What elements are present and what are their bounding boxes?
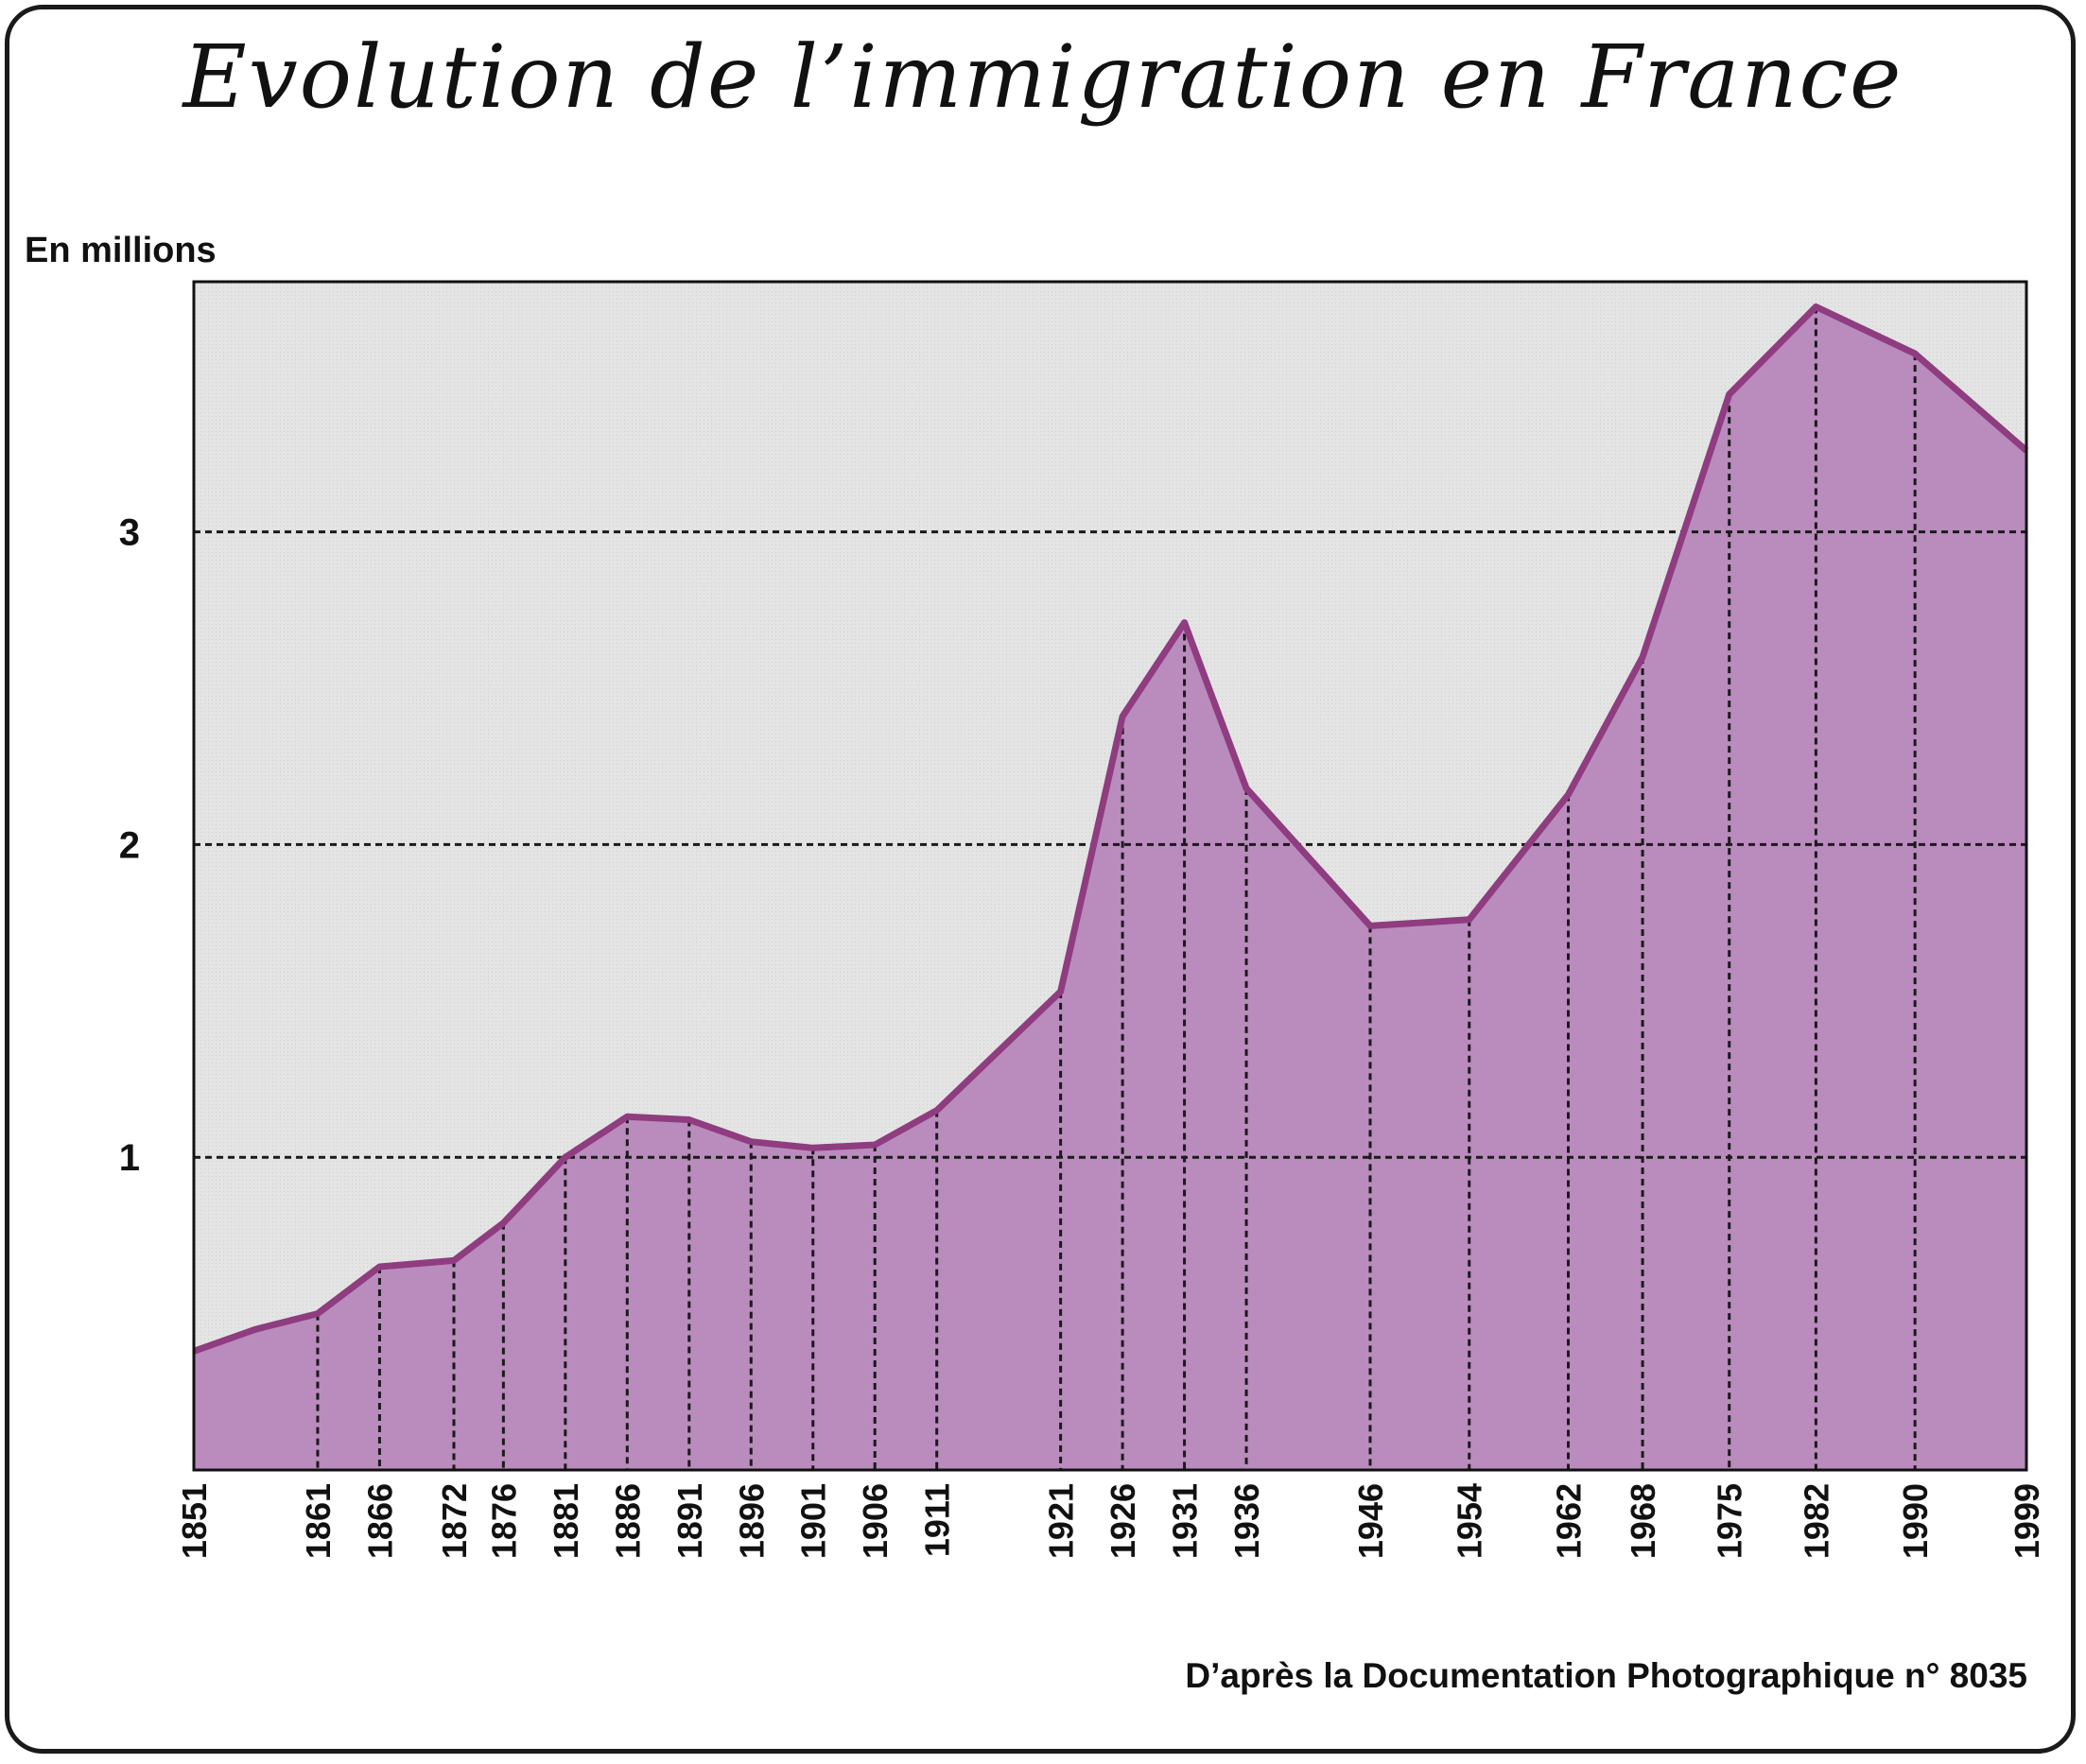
x-tick-labels: 1851 1861 1866 1872 1876 1881 1886 1891 1896 1901… xyxy=(175,1483,2046,1559)
x-tick-label: 1911 xyxy=(918,1483,957,1557)
x-tick-label: 1982 xyxy=(1797,1483,1835,1559)
plot-border xyxy=(192,280,2028,1472)
x-tick-label: 1866 xyxy=(360,1483,399,1559)
x-tick-label: 1901 xyxy=(794,1483,833,1559)
series-line xyxy=(192,303,2029,1355)
x-tick-label: 1931 xyxy=(1166,1483,1205,1559)
y-tick-labels: 1 2 3 xyxy=(119,512,140,1180)
y-tick-label: 2 xyxy=(119,824,140,866)
x-tick-label: 1851 xyxy=(175,1483,214,1559)
x-tick-label: 1891 xyxy=(670,1483,709,1559)
chart-title: Evolution de l’immigration en France xyxy=(183,26,1903,128)
x-tick-label: 1906 xyxy=(856,1483,895,1559)
x-tick-label: 1921 xyxy=(1042,1483,1081,1559)
vertical-gridlines xyxy=(316,306,1917,1470)
x-tick-label: 1876 xyxy=(484,1483,523,1559)
x-tick-label: 1861 xyxy=(299,1483,338,1559)
x-tick-label: 1936 xyxy=(1227,1483,1266,1559)
y-tick-label: 3 xyxy=(119,512,140,554)
x-tick-label: 1975 xyxy=(1711,1483,1749,1559)
x-tick-label: 1968 xyxy=(1624,1483,1662,1559)
x-tick-label: 1926 xyxy=(1104,1483,1142,1559)
x-tick-label: 1962 xyxy=(1550,1483,1589,1559)
x-tick-label: 1999 xyxy=(2008,1483,2046,1559)
y-tick-label: 1 xyxy=(119,1137,140,1179)
x-tick-label: 1990 xyxy=(1896,1483,1935,1559)
area-fill xyxy=(194,306,2026,1470)
x-tick-label: 1886 xyxy=(608,1483,647,1559)
x-tick-label: 1946 xyxy=(1351,1483,1390,1559)
source-note: D’après la Documentation Photographique … xyxy=(1185,1656,2027,1695)
x-tick-label: 1896 xyxy=(732,1483,771,1559)
x-tick-label: 1881 xyxy=(547,1483,585,1559)
horizontal-gridlines xyxy=(194,530,2026,1159)
x-tick-label: 1872 xyxy=(435,1483,474,1559)
y-axis-unit-label: En millions xyxy=(25,231,217,270)
x-tick-label: 1954 xyxy=(1451,1483,1489,1559)
